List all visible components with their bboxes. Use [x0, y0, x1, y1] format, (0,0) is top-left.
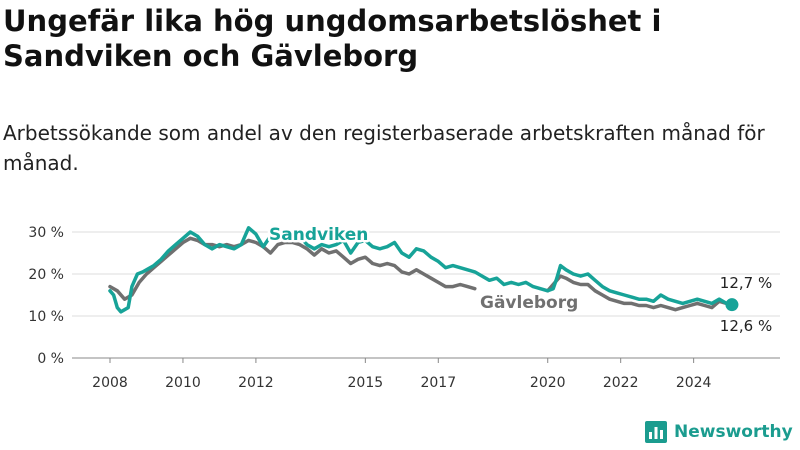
- series-line-sandviken: [108, 226, 734, 314]
- x-tick-label: 2020: [530, 375, 566, 391]
- y-tick-label: 20 %: [28, 267, 64, 283]
- x-tick-label: 2012: [238, 375, 274, 391]
- x-tick-label: 2015: [348, 375, 384, 391]
- x-tick-label: 2010: [165, 375, 201, 391]
- series-label-sandviken-halo: Sandviken: [269, 225, 368, 245]
- y-tick-label: 0 %: [37, 351, 64, 367]
- x-tick-label: 2024: [676, 375, 712, 391]
- y-tick-label: 10 %: [28, 309, 64, 325]
- series-label-gavleborg: Gävleborg: [480, 293, 578, 313]
- series-end-dot-sandviken: [725, 298, 739, 312]
- series-line-gavleborg: [108, 236, 477, 301]
- x-tick-label: 2008: [92, 375, 128, 391]
- series-line-gavleborg-2: [545, 274, 734, 312]
- y-tick-label: 30 %: [28, 225, 64, 241]
- x-tick-label: 2022: [603, 375, 639, 391]
- end-value-label-sandviken: 12,7 %: [720, 274, 772, 292]
- bar-chart-logo-icon: [645, 421, 667, 443]
- chart-subtitle: Arbetssökande som andel av den registerb…: [3, 121, 765, 175]
- series-label-gavleborg-halo: Gävleborg: [480, 293, 578, 313]
- end-value-label-gavleborg: 12,6 %: [720, 317, 772, 335]
- page-title: Ungefär lika hög ungdomsarbetslöshet i S…: [3, 4, 662, 73]
- brand-name: Newsworthy: [674, 422, 793, 442]
- x-tick-label: 2017: [420, 375, 456, 391]
- brand: Newsworthy: [645, 421, 793, 443]
- series-label-sandviken: Sandviken: [269, 225, 368, 245]
